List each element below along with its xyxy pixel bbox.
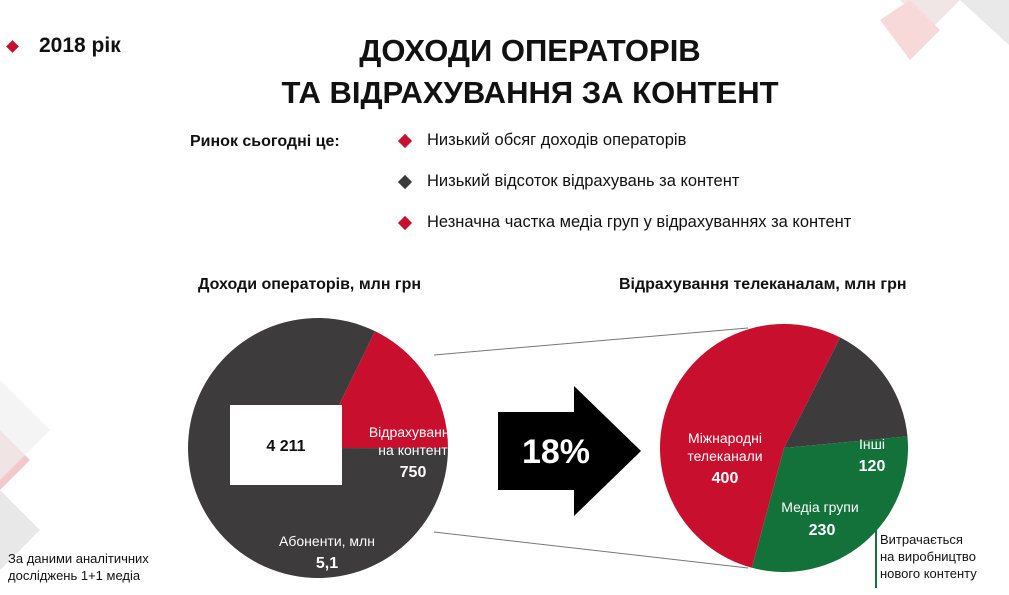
right-pie-chart: [659, 323, 908, 572]
right-pie-slice-0: [659, 323, 841, 568]
intl-channels-value: 400: [712, 470, 739, 487]
total-box-value: 4 211: [266, 438, 305, 455]
market-bullet-text: Низький відсоток відрахувань за контент: [427, 172, 740, 190]
left-slice-value: 750: [400, 464, 427, 481]
source-note-line2: досліджень 1+1 медіа: [8, 568, 141, 583]
intl-channels-label-line2: телеканали: [687, 448, 762, 464]
right-chart-title: Відрахування телеканалам, млн грн: [619, 276, 907, 293]
deco-shape-top-right-3: [880, 0, 940, 60]
market-bullet-text: Незначна частка медіа груп у відрахуванн…: [427, 213, 852, 231]
market-label: Ринок сьогодні це:: [190, 133, 340, 150]
market-bullet-2: Низький відсоток відрахувань за контент: [397, 171, 851, 192]
subscribers-value: 5,1: [316, 555, 338, 572]
others-label: Інші: [859, 436, 885, 452]
content-note-line3: нового контенту: [880, 566, 977, 581]
left-slice-label-line2: на контент: [378, 442, 448, 458]
left-slice-label-line1: Відрахування: [369, 424, 457, 440]
market-bullet-1: Низький обсяг доходів операторів: [397, 130, 851, 151]
right-pie-slice-2: [784, 337, 908, 448]
year-text: 2018 рік: [39, 34, 121, 57]
arrow-label: 18%: [522, 433, 590, 471]
year-label: 2018 рік: [6, 34, 121, 58]
source-note-line1: За даними аналітичних: [8, 551, 149, 566]
page-title: ДОХОДИ ОПЕРАТОРІВ ТА ВІДРАХУВАННЯ ЗА КОН…: [230, 30, 830, 114]
page-title-line1: ДОХОДИ ОПЕРАТОРІВ: [359, 33, 701, 68]
market-bullet-list: Низький обсяг доходів операторів Низький…: [397, 130, 852, 253]
media-groups-value: 230: [809, 522, 836, 539]
content-note-line2: на виробництво: [880, 549, 976, 564]
content-note-line1: Витрачається: [880, 532, 963, 547]
total-box: [230, 405, 342, 485]
connector-line-top: [433, 327, 749, 356]
market-bullet-3: Незначна частка медіа груп у відрахуванн…: [397, 212, 852, 233]
deco-shape-left-3: [0, 380, 50, 480]
source-note: За даними аналітичних досліджень 1+1 мед…: [8, 550, 149, 584]
intl-channels-label-line1: Міжнародні: [688, 430, 762, 446]
left-pie-slice-1: [318, 331, 448, 449]
deco-shape-left-2: [0, 490, 40, 570]
left-chart-title: Доходи операторів, млн грн: [198, 276, 422, 293]
market-bullet-text: Низький обсяг доходів операторів: [427, 131, 687, 149]
deco-shape-top-right-2: [960, 0, 1009, 45]
page-title-line2: ТА ВІДРАХУВАННЯ ЗА КОНТЕНТ: [281, 75, 779, 110]
subscribers-label: Абоненти, млн: [279, 533, 375, 549]
content-note: Витрачається на виробництво нового конте…: [880, 531, 977, 582]
arrow-shape: [498, 386, 641, 516]
connector-line-bottom: [433, 531, 749, 569]
others-value: 120: [859, 458, 886, 475]
right-pie-slice-1: [751, 436, 908, 572]
media-groups-label: Медіа групи: [781, 499, 858, 515]
